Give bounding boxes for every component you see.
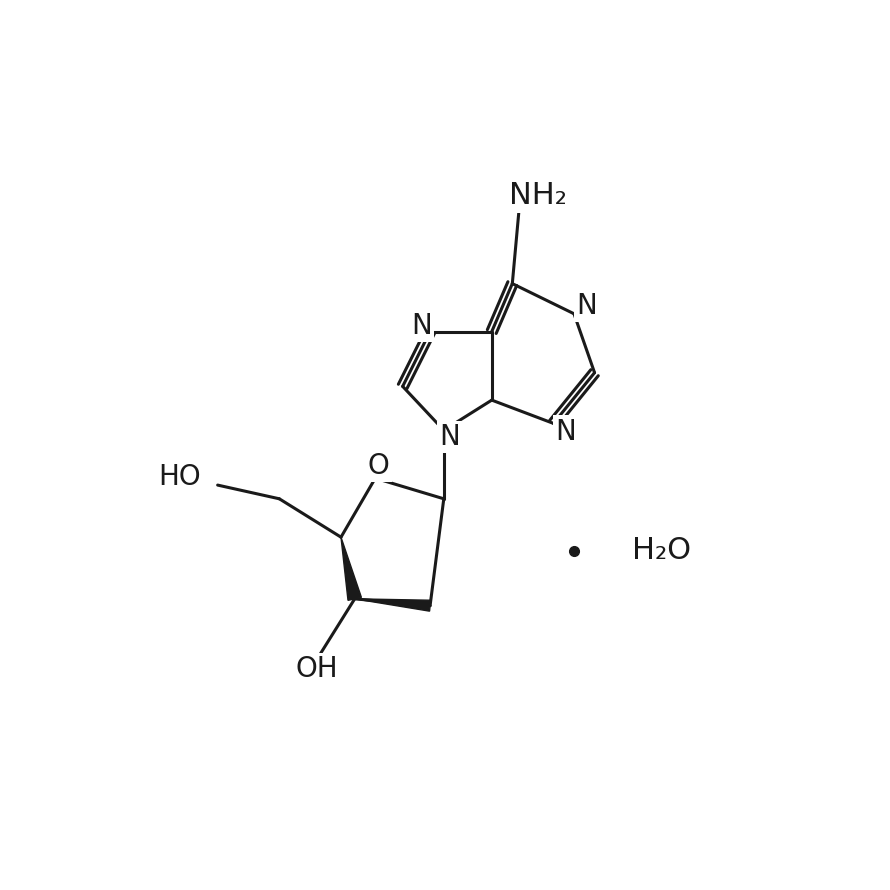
Text: N: N (411, 312, 433, 340)
Polygon shape (341, 538, 361, 601)
Text: NH₂: NH₂ (509, 182, 567, 210)
Text: N: N (555, 417, 576, 446)
Polygon shape (355, 599, 431, 611)
Text: O: O (368, 452, 390, 480)
Text: HO: HO (158, 463, 200, 491)
Text: N: N (576, 292, 596, 320)
Text: OH: OH (295, 655, 338, 683)
Text: N: N (439, 423, 459, 451)
Text: H₂O: H₂O (632, 537, 692, 565)
